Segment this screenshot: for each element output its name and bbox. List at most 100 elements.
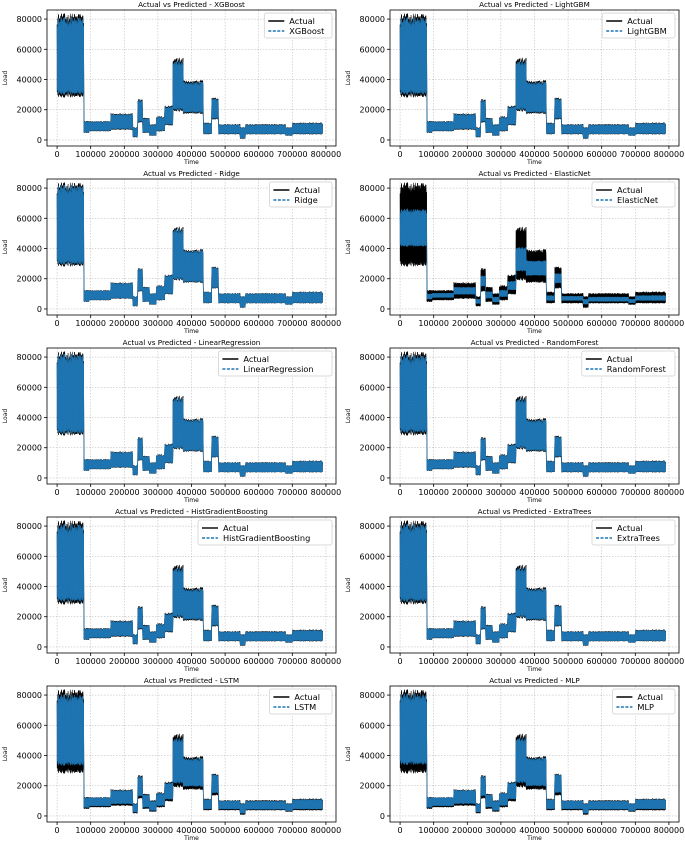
y-tick-label: 20000 <box>360 275 385 284</box>
chart-title: Actual vs Predicted - MLP <box>489 676 580 685</box>
x-tick-label: 100000 <box>418 319 449 328</box>
y-axis-label: Load <box>2 409 9 424</box>
x-axis-label: Time <box>183 497 199 504</box>
x-tick-label: 600000 <box>243 319 274 328</box>
x-tick-label: 200000 <box>109 488 140 497</box>
x-axis-label: Time <box>183 328 199 335</box>
x-tick-label: 600000 <box>586 488 617 497</box>
y-tick-label: 0 <box>37 643 42 652</box>
x-tick-label: 600000 <box>586 657 617 666</box>
x-tick-label: 0 <box>398 826 403 835</box>
legend-label-actual: Actual <box>289 16 315 26</box>
y-tick-label: 60000 <box>17 45 42 54</box>
x-axis-label: Time <box>526 835 542 842</box>
y-tick-label: 40000 <box>17 583 42 592</box>
x-tick-label: 500000 <box>553 826 584 835</box>
chart-svg: Actual vs Predicted - RandomForest 0 10000… <box>345 338 685 504</box>
x-tick-label: 100000 <box>418 657 449 666</box>
x-tick-label: 100000 <box>75 657 106 666</box>
x-tick-label: 400000 <box>519 826 550 835</box>
y-tick-label: 60000 <box>360 552 385 561</box>
x-tick-label: 200000 <box>109 319 140 328</box>
chart-title: Actual vs Predicted - LinearRegression <box>123 338 261 347</box>
legend-label-lstm: LSTM <box>294 702 316 712</box>
x-tick-label: 800000 <box>654 488 685 497</box>
x-tick-label: 400000 <box>519 150 550 159</box>
y-tick-label: 40000 <box>360 752 385 761</box>
y-tick-label: 80000 <box>360 522 385 531</box>
y-tick-label: 0 <box>380 812 385 821</box>
x-tick-label: 400000 <box>519 488 550 497</box>
x-tick-label: 800000 <box>311 488 342 497</box>
y-tick-label: 40000 <box>17 752 42 761</box>
series-line-linearregression <box>56 353 323 477</box>
legend-label-linearregression: LinearRegression <box>243 364 313 374</box>
y-tick-label: 60000 <box>17 552 42 561</box>
y-tick-label: 80000 <box>360 353 385 362</box>
x-tick-label: 300000 <box>143 319 174 328</box>
x-tick-label: 400000 <box>176 826 207 835</box>
x-tick-label: 700000 <box>620 319 651 328</box>
legend-label-actual: Actual <box>617 185 643 195</box>
y-tick-label: 80000 <box>17 691 42 700</box>
chart-title: Actual vs Predicted - LSTM <box>144 676 239 685</box>
legend-label-randomforest: RandomForest <box>607 364 667 374</box>
legend-box <box>218 350 333 377</box>
y-tick-label: 20000 <box>360 782 385 791</box>
x-tick-label: 700000 <box>277 826 308 835</box>
x-tick-label: 300000 <box>143 657 174 666</box>
y-tick-label: 80000 <box>17 353 42 362</box>
y-tick-label: 0 <box>380 305 385 314</box>
legend-box <box>263 12 333 39</box>
y-tick-label: 60000 <box>360 45 385 54</box>
x-axis-label: Time <box>526 666 542 673</box>
chart-panel-linearregression: Actual vs Predicted - LinearRegression 0 1… <box>0 338 342 506</box>
y-tick-label: 80000 <box>17 184 42 193</box>
legend-box <box>591 181 676 208</box>
x-axis-label: Time <box>526 159 542 166</box>
legend-label-actual: Actual <box>637 692 663 702</box>
y-tick-label: 20000 <box>360 613 385 622</box>
y-tick-label: 80000 <box>360 184 385 193</box>
x-tick-label: 500000 <box>210 657 241 666</box>
y-tick-label: 20000 <box>17 782 42 791</box>
x-tick-label: 200000 <box>109 826 140 835</box>
chart-panel-ridge: Actual vs Predicted - Ridge 0 100000 200000… <box>0 169 342 337</box>
x-tick-label: 700000 <box>277 488 308 497</box>
x-tick-label: 200000 <box>452 150 483 159</box>
x-tick-label: 100000 <box>75 488 106 497</box>
x-tick-label: 0 <box>55 657 60 666</box>
y-tick-label: 40000 <box>17 414 42 423</box>
x-tick-label: 500000 <box>553 319 584 328</box>
x-tick-label: 800000 <box>311 150 342 159</box>
legend-label-xgboost: XGBoost <box>289 26 325 36</box>
x-tick-label: 200000 <box>109 657 140 666</box>
x-tick-label: 200000 <box>109 150 140 159</box>
legend-label-ridge: Ridge <box>294 195 317 205</box>
chart-title: Actual vs Predicted - XGBoost <box>138 0 245 9</box>
x-axis-label: Time <box>183 666 199 673</box>
x-tick-label: 800000 <box>311 319 342 328</box>
y-axis-label: Load <box>345 240 352 255</box>
x-tick-label: 800000 <box>654 826 685 835</box>
legend-label-actual: Actual <box>223 523 249 533</box>
y-axis-label: Load <box>345 409 352 424</box>
x-tick-label: 700000 <box>277 657 308 666</box>
y-tick-label: 20000 <box>360 444 385 453</box>
y-axis-label: Load <box>2 240 9 255</box>
chart-title: Actual vs Predicted - ExtraTrees <box>478 507 592 516</box>
x-tick-label: 500000 <box>210 319 241 328</box>
x-tick-label: 700000 <box>277 150 308 159</box>
x-tick-label: 300000 <box>486 826 517 835</box>
chart-panel-xgboost: Actual vs Predicted - XGBoost 0 100000 2000… <box>0 0 342 168</box>
x-tick-label: 200000 <box>452 488 483 497</box>
